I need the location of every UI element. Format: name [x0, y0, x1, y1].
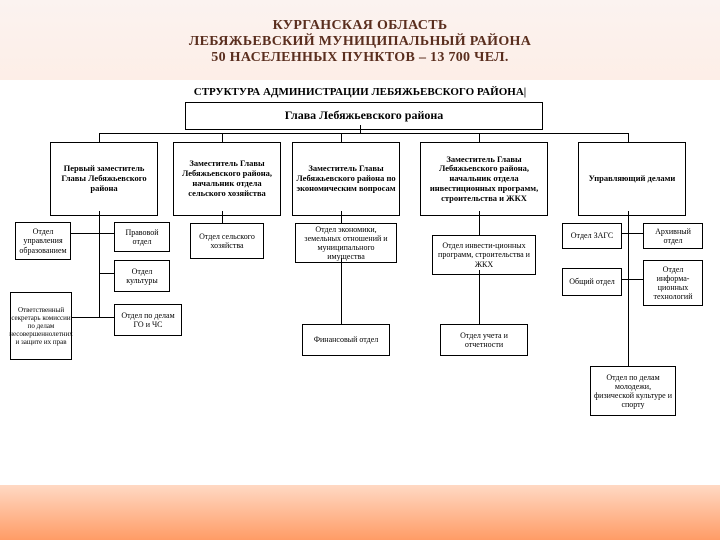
org-chart: Глава Лебяжьевского района Первый замест… [0, 102, 720, 482]
connector [99, 273, 114, 274]
header-banner: КУРГАНСКАЯ ОБЛАСТЬ ЛЕБЯЖЬЕВСКИЙ МУНИЦИПА… [0, 0, 720, 80]
node-c3-b: Финансовый отдел [302, 324, 390, 356]
connector [479, 270, 480, 324]
connector [628, 211, 629, 366]
node-c5-c: Общий отдел [562, 268, 622, 296]
node-c1-b: Правовой отдел [114, 222, 170, 252]
connector [222, 133, 223, 142]
connector [628, 133, 629, 142]
node-deputy-2: Заместитель Главы Лебяжьевского района, … [173, 142, 281, 216]
node-c4-b: Отдел учета и отчетности [440, 324, 528, 356]
node-deputy-5: Управляющий делами [578, 142, 686, 216]
node-c5-b: Архивный отдел [643, 223, 703, 249]
node-deputy-4: Заместитель Главы Лебяжьевского района, … [420, 142, 548, 216]
connector [341, 211, 342, 223]
connector [360, 125, 361, 133]
node-head: Глава Лебяжьевского района [185, 102, 543, 130]
header-line-3: 50 НАСЕЛЕННЫХ ПУНКТОВ – 13 700 ЧЕЛ. [0, 50, 720, 66]
node-c5-a: Отдел ЗАГС [562, 223, 622, 249]
node-c5-e: Отдел по делам молодежи, физической куль… [590, 366, 676, 416]
connector [479, 133, 480, 142]
connector [99, 133, 100, 142]
chart-title: СТРУКТУРА АДМИНИСТРАЦИИ ЛЕБЯЖЬЕВСКОГО РА… [0, 86, 720, 98]
node-c2-a: Отдел сельского хозяйства [190, 223, 264, 259]
connector [99, 233, 114, 234]
footer-banner [0, 485, 720, 540]
connector [99, 133, 629, 134]
node-deputy-1: Первый заместитель Главы Лебяжьевского р… [50, 142, 158, 216]
node-c1-a: Отдел управления образованием [15, 222, 71, 260]
node-c1-d: Ответственный секретарь комиссии по дела… [10, 292, 72, 360]
connector [341, 133, 342, 142]
connector [99, 317, 114, 318]
node-c5-d: Отдел информа-ционных технологий [643, 260, 703, 306]
node-c1-e: Отдел по делам ГО и ЧС [114, 304, 182, 336]
connector [222, 211, 223, 223]
connector [99, 211, 100, 317]
connector [479, 211, 480, 235]
node-c1-c: Отдел культуры [114, 260, 170, 292]
connector [628, 233, 643, 234]
node-c4-a: Отдел инвести-ционных программ, строител… [432, 235, 536, 275]
header-line-1: КУРГАНСКАЯ ОБЛАСТЬ [0, 18, 720, 34]
connector [341, 258, 342, 324]
node-c3-a: Отдел экономики, земельных отношений и м… [295, 223, 397, 263]
header-line-2: ЛЕБЯЖЬЕВСКИЙ МУНИЦИПАЛЬНЫЙ РАЙОНА [0, 34, 720, 50]
node-deputy-3: Заместитель Главы Лебяжьевского района п… [292, 142, 400, 216]
connector [628, 279, 643, 280]
